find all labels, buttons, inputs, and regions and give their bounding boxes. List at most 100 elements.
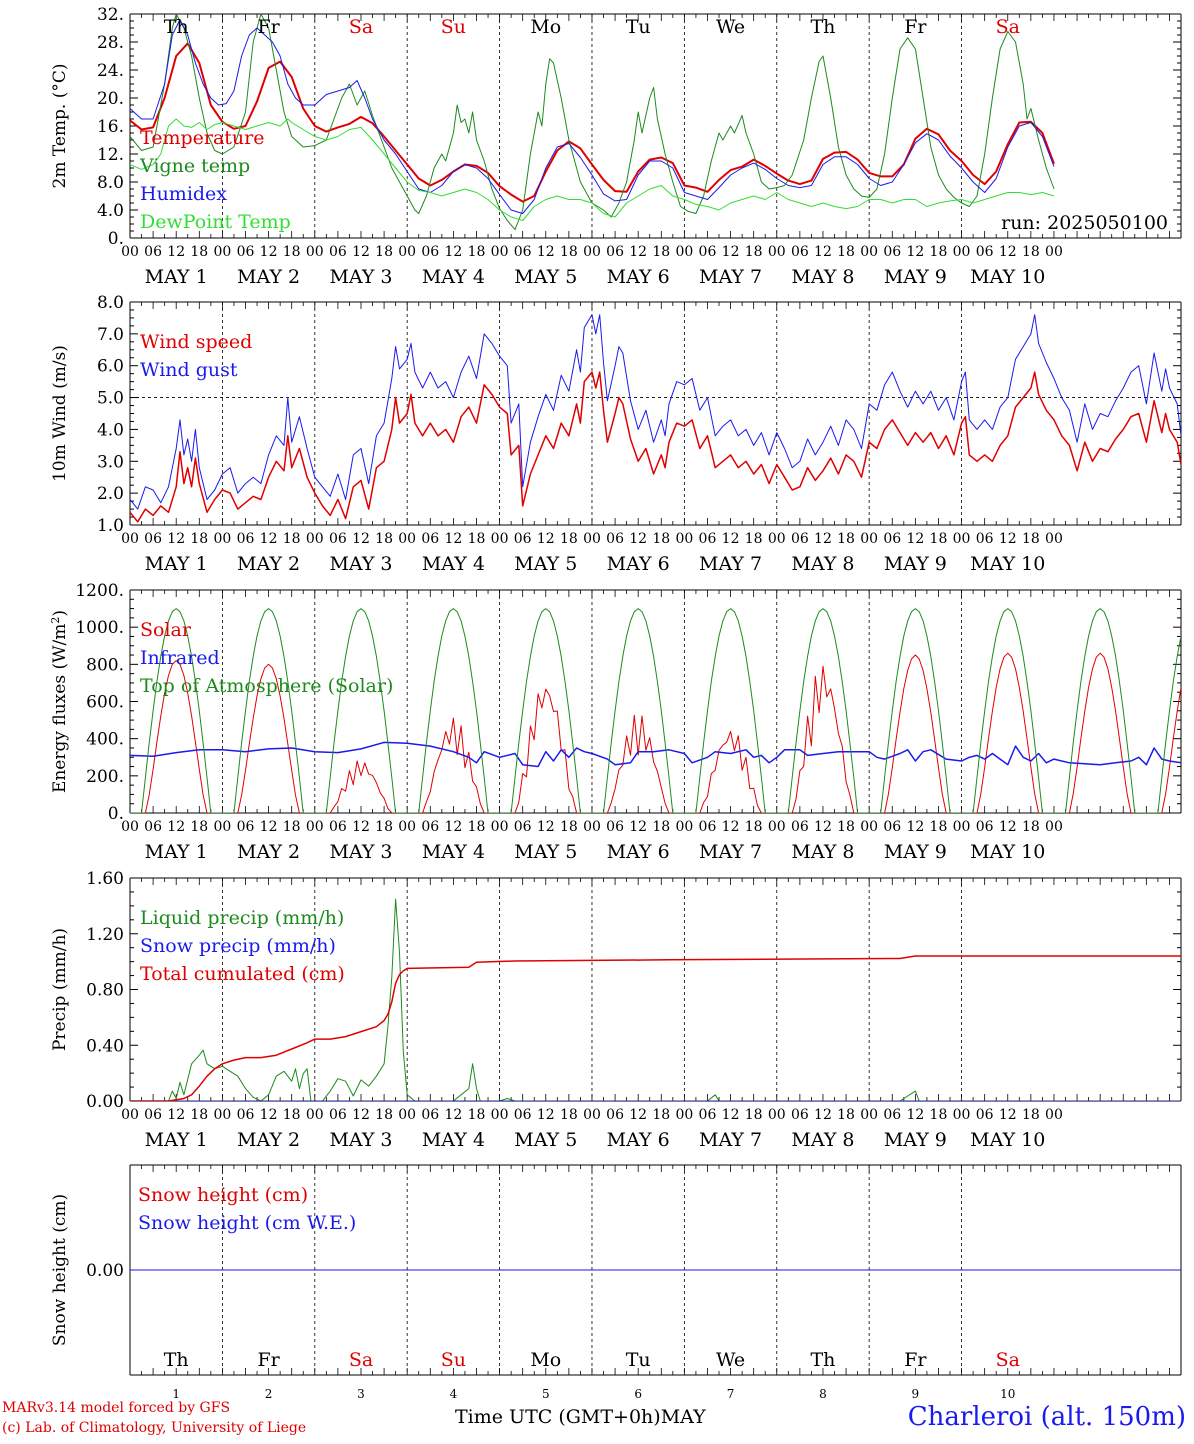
hour-tick-label: 06: [237, 819, 255, 835]
hour-tick-label: 12: [629, 819, 647, 835]
y-tick-label: 8.0: [97, 173, 124, 193]
hour-tick-label: 00: [768, 1107, 786, 1123]
series-line-top-of-atmosphere-solar-: [130, 608, 1181, 813]
y-tick-label: 0.: [108, 229, 124, 249]
hour-tick-label: 06: [606, 819, 624, 835]
weekday-label: Th: [164, 1349, 189, 1371]
day-number-label: 7: [727, 1387, 735, 1401]
hour-tick-label: 00: [306, 819, 324, 835]
hour-tick-label: 18: [745, 1107, 763, 1123]
date-label: MAY 2: [237, 841, 300, 863]
date-label: MAY 3: [329, 553, 392, 575]
hour-tick-label: 06: [144, 819, 162, 835]
hour-tick-label: 00: [675, 244, 693, 260]
y-tick-label: 0.: [108, 804, 124, 824]
legend-entry: Liquid precip (mm/h): [140, 907, 344, 929]
day-number-label: 2: [265, 1387, 273, 1401]
date-label: MAY 9: [884, 266, 947, 288]
y-axis-label: Snow height (cm): [50, 1194, 70, 1346]
y-tick-label: 400.: [86, 730, 124, 750]
hour-tick-label: 12: [352, 819, 370, 835]
weekday-label: Sa: [349, 16, 373, 38]
date-label: MAY 2: [237, 553, 300, 575]
day-number-label: 4: [450, 1387, 458, 1401]
date-label: MAY 9: [884, 553, 947, 575]
hour-tick-label: 06: [791, 244, 809, 260]
time-axis-label: Time UTC (GMT+0h): [455, 1406, 661, 1428]
hour-tick-label: 06: [699, 819, 717, 835]
y-tick-label: 1200.: [75, 581, 124, 601]
hour-tick-label: 00: [860, 819, 878, 835]
hour-tick-label: 00: [398, 819, 416, 835]
hour-tick-label: 06: [699, 1107, 717, 1123]
hour-tick-label: 18: [745, 531, 763, 547]
hour-tick-label: 18: [190, 531, 208, 547]
y-tick-label: 32.: [97, 5, 124, 25]
legend-entry: Temperature: [140, 127, 264, 149]
weekday-label: Th: [164, 16, 189, 38]
hour-tick-label: 18: [1022, 819, 1040, 835]
hour-tick-label: 12: [352, 531, 370, 547]
hour-tick-label: 06: [976, 1107, 994, 1123]
hour-tick-label: 00: [583, 1107, 601, 1123]
hour-tick-label: 06: [514, 244, 532, 260]
date-label: MAY 3: [329, 1129, 392, 1151]
hour-tick-label: 18: [1022, 1107, 1040, 1123]
hour-tick-label: 12: [999, 819, 1017, 835]
weekday-label: We: [716, 16, 745, 38]
hour-tick-label: 00: [768, 531, 786, 547]
credit-model: MARv3.14 model forced by GFS: [2, 1400, 231, 1416]
hour-tick-label: 00: [121, 1107, 139, 1123]
legend-entry: Total cumulated (cm): [140, 963, 345, 985]
date-label: MAY 1: [145, 841, 208, 863]
hour-tick-label: 18: [652, 819, 670, 835]
hour-tick-label: 18: [652, 531, 670, 547]
date-label: MAY 1: [145, 1129, 208, 1151]
hour-tick-label: 12: [444, 531, 462, 547]
panel-snow: 0.00 Snow height (cm) Snow height (cm) Snow…: [50, 1164, 1182, 1401]
hour-tick-label: 18: [375, 1107, 393, 1123]
y-tick-label: 5.0: [97, 389, 124, 409]
legend-entry: Wind gust: [140, 359, 238, 381]
weekday-label: Fr: [257, 16, 280, 38]
hour-tick-label: 06: [606, 244, 624, 260]
hour-tick-label: 00: [1045, 819, 1063, 835]
hour-tick-label: 06: [514, 531, 532, 547]
series-line-solar: [130, 652, 1181, 813]
y-tick-label: 0.40: [86, 1036, 124, 1056]
y-tick-label: 1.20: [86, 925, 124, 945]
hour-tick-label: 12: [260, 1107, 278, 1123]
hour-tick-label: 06: [421, 244, 439, 260]
date-label: MAY 5: [514, 841, 577, 863]
hour-tick-label: 12: [260, 819, 278, 835]
hour-tick-label: 12: [444, 244, 462, 260]
weekday-label: Fr: [257, 1349, 280, 1371]
panel-temperature: 0. 4.0 8.0 12. 16. 20. 24. 28. 32. 2m Temp. (°C) T…: [50, 5, 1182, 288]
hour-tick-label: 00: [860, 1107, 878, 1123]
y-axis-label: 2m Temp. (°C): [50, 63, 70, 188]
time-axis-month: MAY: [660, 1406, 706, 1428]
hour-tick-label: 00: [768, 244, 786, 260]
y-tick-label: 4.0: [97, 201, 124, 221]
day-number-label: 6: [634, 1387, 642, 1401]
date-label: MAY 4: [422, 1129, 485, 1151]
hour-tick-label: 00: [121, 244, 139, 260]
hour-tick-label: 06: [699, 531, 717, 547]
hour-tick-label: 06: [606, 531, 624, 547]
hour-tick-label: 18: [652, 1107, 670, 1123]
hour-tick-label: 18: [468, 531, 486, 547]
date-label: MAY 2: [237, 266, 300, 288]
hour-tick-label: 18: [375, 531, 393, 547]
y-tick-label: 8.0: [97, 293, 124, 313]
hour-tick-label: 18: [1022, 244, 1040, 260]
weekday-label: Su: [441, 16, 466, 38]
hour-tick-label: 06: [791, 531, 809, 547]
credit-lab: (c) Lab. of Climatology, University of L…: [2, 1420, 307, 1436]
date-label: MAY 1: [145, 266, 208, 288]
weekday-label: Mo: [530, 16, 561, 38]
weekday-label: Tu: [626, 1349, 651, 1371]
y-tick-label: 12.: [97, 145, 124, 165]
day-number-label: 9: [912, 1387, 920, 1401]
hour-tick-label: 18: [560, 531, 578, 547]
y-tick-label: 3.0: [97, 452, 124, 472]
